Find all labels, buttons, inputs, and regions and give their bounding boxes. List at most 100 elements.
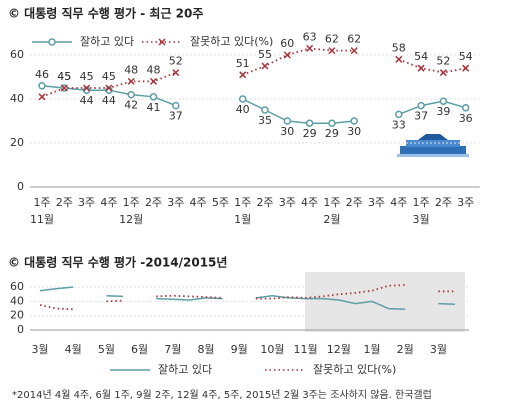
- data-label: 45: [102, 70, 116, 83]
- legend-label: 잘못하고 있다(%): [313, 362, 396, 376]
- x-marker: [172, 69, 180, 77]
- circle-marker: [417, 101, 425, 110]
- highlight-region: [305, 272, 465, 332]
- data-label: 42: [124, 99, 138, 112]
- x-tick-label: 1주: [33, 196, 50, 209]
- series-line: [39, 286, 456, 311]
- legend-label: 잘하고 있다: [80, 34, 134, 48]
- data-label: 52: [169, 55, 183, 68]
- legend-marker: [158, 38, 166, 46]
- x-tick-label: 3주: [167, 196, 184, 209]
- x-marker: [328, 47, 336, 55]
- chart-title: © 대통령 직무 수행 평가 - 최근 20주: [8, 6, 203, 21]
- x-tick-label: 3월: [31, 343, 48, 356]
- x-marker: [105, 84, 113, 92]
- x-tick-label: 5주: [212, 196, 229, 209]
- x-tick-label: 11월: [294, 343, 318, 356]
- x-tick-label: 4월: [65, 343, 82, 356]
- circle-marker: [149, 93, 158, 101]
- data-label: 62: [347, 33, 361, 46]
- x-tick-label: 10월: [260, 343, 284, 356]
- month-label: 1월: [234, 213, 251, 226]
- x-tick-label: 4주: [390, 196, 407, 209]
- x-tick-label: 4주: [100, 196, 117, 209]
- legend-marker: [48, 38, 56, 46]
- x-tick-label: 7월: [164, 343, 181, 356]
- circle-marker: [439, 97, 448, 105]
- data-label: 44: [102, 94, 116, 107]
- x-tick-label: 3주: [279, 196, 296, 209]
- x-tick-label: 2주: [256, 196, 273, 209]
- y-tick-label: 40: [10, 294, 24, 307]
- month-label: 11월: [30, 213, 54, 226]
- x-tick-label: 6월: [131, 343, 148, 356]
- x-tick-label: 1주: [323, 196, 340, 209]
- circle-marker: [395, 110, 403, 119]
- x-tick-label: 3주: [457, 196, 474, 209]
- footnote: *2014년 4월 4주, 6월 1주, 9월 2주, 12월 4주, 5주, …: [12, 388, 432, 401]
- circle-marker: [38, 82, 46, 90]
- data-label: 44: [80, 94, 94, 107]
- month-label: 3월: [413, 213, 430, 226]
- x-marker: [261, 62, 269, 70]
- x-marker: [83, 84, 91, 92]
- data-label: 55: [258, 48, 272, 61]
- data-label: 37: [414, 110, 428, 123]
- x-tick-label: 12월: [327, 343, 351, 356]
- data-label: 46: [35, 68, 49, 81]
- circle-marker: [172, 101, 180, 110]
- legend-label: 잘하고 있다: [158, 362, 212, 376]
- data-label: 48: [124, 63, 138, 76]
- data-label: 41: [147, 101, 161, 114]
- circle-marker: [305, 119, 314, 127]
- x-marker: [350, 47, 358, 55]
- data-label: 54: [414, 50, 428, 63]
- x-tick-label: 1주: [413, 196, 430, 209]
- data-label: 29: [303, 127, 317, 140]
- circle-marker: [283, 117, 292, 125]
- data-label: 30: [347, 125, 361, 138]
- data-label: 45: [57, 70, 71, 83]
- x-tick-label: 4주: [301, 196, 318, 209]
- y-tick-label: 0: [17, 323, 24, 336]
- x-tick-label: 2주: [56, 196, 73, 209]
- x-marker: [38, 93, 46, 101]
- y-tick-label: 60: [10, 48, 24, 61]
- data-label: 48: [147, 63, 161, 76]
- x-marker: [417, 64, 425, 72]
- data-label: 45: [57, 70, 71, 83]
- y-tick-label: 20: [10, 309, 24, 322]
- data-label: 63: [303, 30, 317, 43]
- data-label: 29: [325, 127, 339, 140]
- data-label: 60: [280, 37, 294, 50]
- data-label: 52: [436, 55, 450, 68]
- data-label: 39: [436, 105, 450, 118]
- x-marker: [283, 51, 291, 59]
- x-tick-label: 1주: [234, 196, 251, 209]
- legend-label: 잘못하고 있다(%): [190, 34, 273, 48]
- data-label: 54: [459, 50, 473, 63]
- data-label: 36: [459, 112, 473, 125]
- x-tick-label: 2주: [346, 196, 363, 209]
- data-label: 30: [280, 125, 294, 138]
- x-tick-label: 5월: [98, 343, 115, 356]
- x-tick-label: 8월: [197, 343, 214, 356]
- x-tick-label: 1월: [363, 343, 380, 356]
- x-marker: [60, 84, 68, 92]
- x-marker: [127, 77, 135, 85]
- circle-marker: [461, 104, 470, 112]
- x-marker: [462, 64, 470, 72]
- data-label: 51: [236, 57, 250, 70]
- x-tick-label: 1주: [123, 196, 140, 209]
- x-tick-label: 3주: [78, 196, 95, 209]
- blue-house-icon: [397, 134, 469, 157]
- x-tick-label: 2월: [397, 343, 414, 356]
- circle-marker: [350, 117, 358, 125]
- y-tick-label: 0: [17, 180, 24, 193]
- circle-marker: [261, 106, 269, 114]
- data-label: 35: [258, 114, 272, 127]
- x-marker: [395, 55, 403, 63]
- x-marker: [306, 44, 314, 52]
- y-tick-label: 40: [10, 92, 24, 105]
